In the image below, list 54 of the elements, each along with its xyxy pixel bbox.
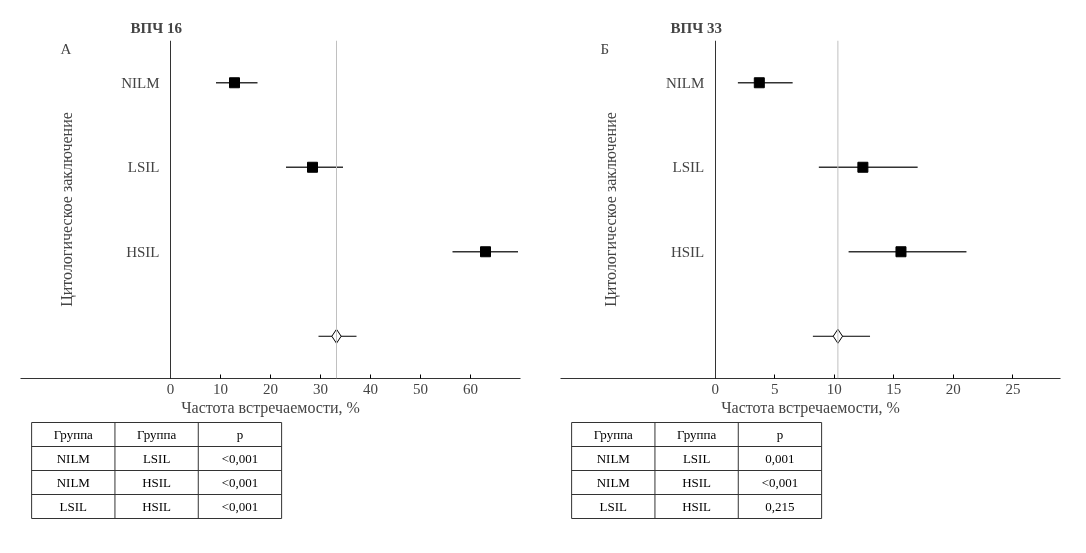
chart-title: ВПЧ 33 <box>670 19 722 36</box>
text: LSIL <box>142 451 171 466</box>
y-axis-title: Цитологическое заключение <box>602 112 621 307</box>
x-tick-label: 25 <box>1005 380 1021 397</box>
text: 0,001 <box>765 450 795 466</box>
y-tick-label: HSIL <box>670 243 705 260</box>
text: Группа <box>677 427 717 442</box>
point <box>229 77 240 89</box>
x-tick-label: 5 <box>771 380 779 397</box>
text: Группа <box>53 427 94 442</box>
y-tick-label: HSIL <box>126 243 160 260</box>
text: <0,001 <box>221 451 259 466</box>
text: NILM <box>56 451 91 466</box>
x-tick-label: 60 <box>463 380 478 397</box>
x-tick-label: 50 <box>413 380 428 397</box>
x-tick-label: 40 <box>363 380 378 397</box>
x-tick-label: 20 <box>263 380 278 397</box>
text: HSIL <box>142 499 172 514</box>
text: 0,215 <box>765 498 795 514</box>
text: Группа <box>137 427 177 442</box>
text: <0,001 <box>221 499 259 514</box>
text: NILM <box>596 475 631 490</box>
y-axis-title: Цитологическое заключение <box>58 112 76 307</box>
point <box>895 246 907 258</box>
y-tick-label: NILM <box>121 74 160 91</box>
text: <0,001 <box>761 475 799 490</box>
text: NILM <box>596 451 631 466</box>
x-tick-label: 0 <box>166 380 175 397</box>
point <box>753 77 765 89</box>
y-tick-label: LSIL <box>672 159 705 176</box>
chart-title: ВПЧ 16 <box>130 19 183 36</box>
y-tick-label: NILM <box>665 74 705 91</box>
annotation: А <box>60 40 72 57</box>
text: p <box>776 427 784 442</box>
text: NILM <box>56 475 91 490</box>
text: p <box>236 427 244 442</box>
y-tick-label: LSIL <box>127 159 160 176</box>
x-axis-title: Частота встречаемости, % <box>721 398 900 417</box>
x-tick-label: 30 <box>313 380 328 397</box>
x-tick-label: 15 <box>886 380 902 397</box>
x-tick-label: 10 <box>826 380 842 397</box>
text: LSIL <box>59 499 88 514</box>
text: LSIL <box>599 499 628 514</box>
text: <0,001 <box>221 475 259 490</box>
x-axis-title: Частота встречаемости, % <box>181 398 360 417</box>
x-tick-label: 20 <box>945 380 961 397</box>
x-tick-label: 0 <box>711 380 720 397</box>
x-tick-label: 10 <box>213 380 228 397</box>
point <box>480 246 491 258</box>
annotation: Б <box>600 40 610 57</box>
text: HSIL <box>142 475 172 490</box>
text: Группа <box>593 427 634 442</box>
point <box>307 161 318 173</box>
point <box>857 161 869 173</box>
